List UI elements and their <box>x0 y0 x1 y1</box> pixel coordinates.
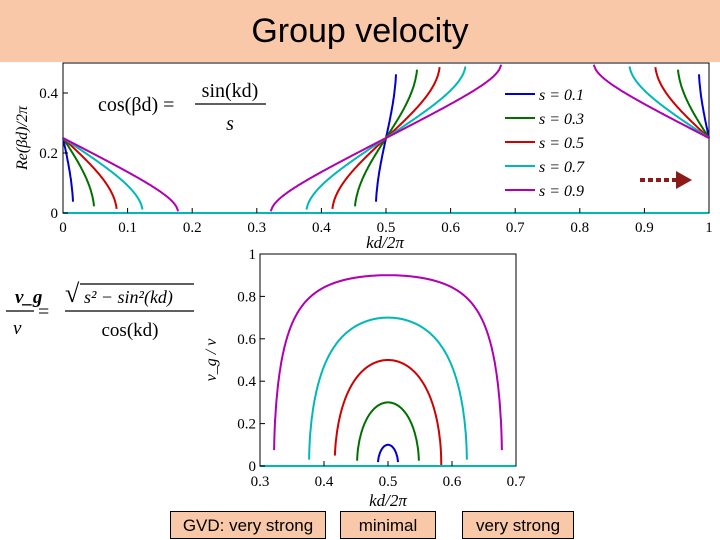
top-x-tick-label: 0.2 <box>183 220 202 236</box>
bottom-x-axis-label: kd/2π <box>369 491 407 510</box>
legend-entry: s = 0.7 <box>539 159 585 176</box>
gvd-label-right: very strong <box>462 511 574 539</box>
bottom-x-tick-label: 0.7 <box>507 474 526 490</box>
eq2-radical-sign: √ <box>65 279 80 308</box>
bottom-curve-03 <box>356 401 420 461</box>
top-x-tick-label: 0.7 <box>506 220 525 236</box>
bottom-y-tick-label: 1 <box>249 247 257 263</box>
eq2-lhs-denominator: v <box>13 318 22 339</box>
bottom-x-tick-label: 0.5 <box>379 474 398 490</box>
bottom-chart: 0.3 0.4 0.5 0.6 0.7 0 0.2 0.4 0.6 0.8 1 kd/2π v_g … <box>203 247 526 510</box>
eq2-equals: = <box>38 301 49 323</box>
equation-dispersion: cos(βd) = sin(kd) s <box>98 80 266 135</box>
gvd-label-middle: minimal <box>340 511 436 539</box>
slide-title: Group velocity <box>251 12 469 50</box>
top-x-tick-label: 1 <box>705 220 713 236</box>
bottom-y-tick-label: 0.4 <box>237 374 256 390</box>
top-y-tick-label: 0 <box>51 206 59 222</box>
top-curve-09 <box>62 64 710 212</box>
top-y-tick-label: 0.4 <box>39 86 58 102</box>
right-arrow-icon <box>640 171 692 189</box>
legend-entry: s = 0.5 <box>539 135 584 152</box>
top-x-tick-label: 0.3 <box>247 220 266 236</box>
eq2-lhs-numerator: v_g <box>15 287 42 308</box>
legend-entry: s = 0.1 <box>539 87 584 104</box>
bottom-y-axis-label: v_g / v <box>203 338 220 382</box>
eq1-lhs: cos(βd) = <box>98 94 174 116</box>
bottom-x-tick-label: 0.3 <box>251 474 270 490</box>
equation-group-velocity: v_g v = √ s² − sin²(kd) cos(kd) <box>6 279 194 341</box>
eq1-denominator: s <box>226 113 234 135</box>
top-x-axis-label: kd/2π <box>366 233 404 252</box>
top-y-tick-label: 0.2 <box>39 146 58 162</box>
bottom-curve-07 <box>308 316 468 460</box>
top-x-tick-label: 0.6 <box>441 220 460 236</box>
eq2-denominator: cos(kd) <box>102 320 159 341</box>
bottom-x-tick-label: 0.6 <box>443 474 462 490</box>
bottom-curve-09 <box>273 274 503 451</box>
gvd-label-left: GVD: very strong <box>170 511 326 539</box>
legend-entry: s = 0.3 <box>539 111 584 128</box>
top-x-tick-label: 0.8 <box>570 220 589 236</box>
bottom-y-tick-label: 0.2 <box>237 417 256 433</box>
title-bar <box>0 0 720 62</box>
bottom-y-tick-label: 0.6 <box>237 332 256 348</box>
top-x-tick-label: 0.4 <box>312 220 331 236</box>
top-y-axis-label: Re(βd)/2π <box>14 105 31 171</box>
bottom-y-tick-label: 0.8 <box>237 289 256 305</box>
eq2-radicand: s² − sin²(kd) <box>84 287 173 308</box>
bottom-y-tick-label: 0 <box>249 459 257 475</box>
top-x-tick-label: 0.5 <box>377 220 396 236</box>
top-x-tick-label: 0.1 <box>118 220 137 236</box>
top-x-tick-label: 0 <box>59 220 67 236</box>
bottom-curve-01 <box>377 443 399 463</box>
bottom-curve-05 <box>333 359 443 467</box>
bottom-x-tick-label: 0.4 <box>315 474 334 490</box>
legend-entry: s = 0.9 <box>539 183 584 200</box>
top-x-tick-label: 0.9 <box>635 220 654 236</box>
eq1-numerator: sin(kd) <box>202 80 259 102</box>
top-chart: 0 0.1 0.2 0.3 0.4 0.5 0.6 0.7 0.8 0.9 1 0 0.2 0.4 kd/… <box>14 62 713 252</box>
legend: s = 0.1 s = 0.3 s = 0.5 s = 0.7 s = 0.9 <box>498 80 585 202</box>
